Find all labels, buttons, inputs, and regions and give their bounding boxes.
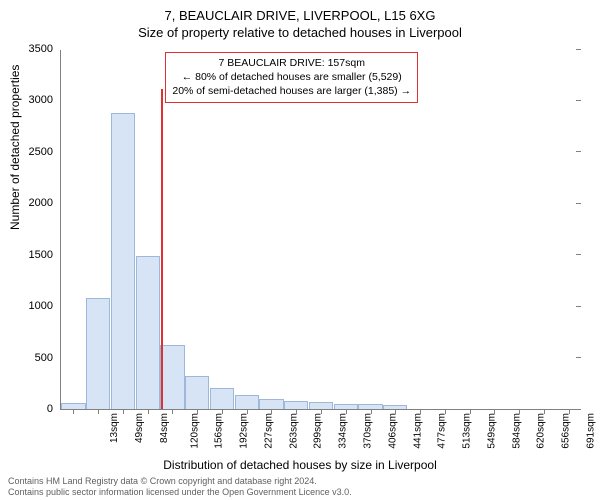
x-tick-mark [569,409,570,414]
marker-line [161,89,163,409]
x-tick-label: 120sqm [187,413,200,449]
x-tick-label: 263sqm [286,413,299,449]
x-tick-mark [222,409,223,414]
x-tick-label: 584sqm [509,413,522,449]
x-tick-mark [420,409,421,414]
x-tick-mark [321,409,322,414]
x-tick-mark [148,409,149,414]
info-line-property: 7 BEAUCLAIR DRIVE: 157sqm [172,56,411,70]
x-tick-label: 49sqm [132,413,145,443]
x-tick-label: 334sqm [336,413,349,449]
x-tick-label: 549sqm [484,413,497,449]
chart-title-sub: Size of property relative to detached ho… [0,23,600,40]
histogram-bar [136,256,160,409]
x-tick-label: 477sqm [435,413,448,449]
y-tick-mark [576,254,581,255]
y-tick-label: 3500 [29,43,61,55]
y-tick-mark [576,203,581,204]
footer-line-1: Contains HM Land Registry data © Crown c… [8,476,592,487]
x-tick-mark [519,409,520,414]
y-tick-label: 500 [35,352,61,364]
y-tick-mark [576,151,581,152]
y-tick-mark [576,306,581,307]
histogram-bar [210,388,234,409]
x-tick-mark [494,409,495,414]
x-tick-label: 192sqm [237,413,250,449]
x-tick-mark [346,409,347,414]
info-line-smaller: ← 80% of detached houses are smaller (5,… [172,70,411,84]
y-tick-mark [576,409,581,410]
x-tick-label: 299sqm [311,413,324,449]
x-tick-mark [544,409,545,414]
y-tick-label: 2500 [29,146,61,158]
x-tick-label: 370sqm [361,413,374,449]
x-tick-label: 156sqm [212,413,225,449]
x-tick-mark [470,409,471,414]
marker-info-box: 7 BEAUCLAIR DRIVE: 157sqm ← 80% of detac… [165,52,418,103]
x-tick-mark [247,409,248,414]
chart-container: 7, BEAUCLAIR DRIVE, LIVERPOOL, L15 6XG S… [0,0,600,500]
x-tick-mark [98,409,99,414]
x-tick-mark [123,409,124,414]
chart-title-main: 7, BEAUCLAIR DRIVE, LIVERPOOL, L15 6XG [0,0,600,23]
chart-footer: Contains HM Land Registry data © Crown c… [8,476,592,499]
x-axis-label: Distribution of detached houses by size … [0,458,600,472]
x-tick-label: 691sqm [583,413,596,449]
x-tick-mark [371,409,372,414]
x-tick-label: 227sqm [262,413,275,449]
y-axis-label: Number of detached properties [8,65,22,230]
x-tick-mark [296,409,297,414]
x-tick-mark [73,409,74,414]
x-tick-mark [197,409,198,414]
histogram-bar [160,345,184,409]
x-tick-label: 13sqm [107,413,120,443]
x-tick-label: 406sqm [385,413,398,449]
x-tick-label: 513sqm [460,413,473,449]
y-tick-label: 1000 [29,300,61,312]
y-tick-label: 2000 [29,197,61,209]
histogram-bar [284,401,308,409]
y-tick-mark [576,357,581,358]
x-tick-label: 441sqm [410,413,423,449]
histogram-bar [86,298,110,409]
footer-line-2: Contains public sector information licen… [8,487,592,498]
y-tick-mark [576,49,581,50]
info-line-larger: 20% of semi-detached houses are larger (… [172,84,411,98]
histogram-bar [259,399,283,409]
x-tick-label: 620sqm [534,413,547,449]
plot-area: 7 BEAUCLAIR DRIVE: 157sqm ← 80% of detac… [60,50,580,410]
y-tick-label: 3000 [29,94,61,106]
x-tick-mark [395,409,396,414]
histogram-bar [235,395,259,409]
histogram-bar [111,113,135,409]
histogram-bar [309,402,333,409]
x-tick-mark [172,409,173,414]
y-tick-label: 0 [47,403,61,415]
x-tick-label: 84sqm [157,413,170,443]
x-tick-mark [271,409,272,414]
histogram-bar [185,376,209,409]
x-tick-label: 656sqm [559,413,572,449]
y-tick-label: 1500 [29,249,61,261]
y-tick-mark [576,100,581,101]
x-tick-mark [445,409,446,414]
